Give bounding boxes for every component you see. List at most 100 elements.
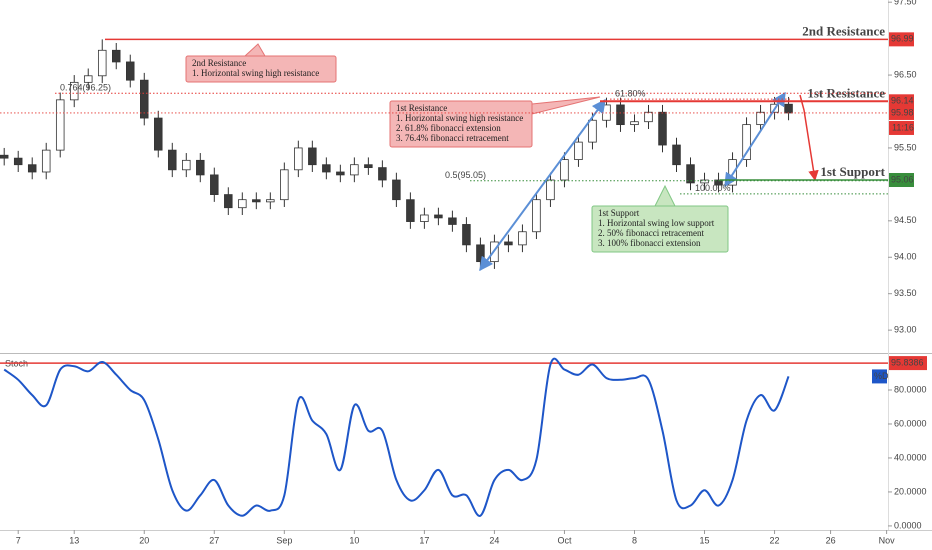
candle-body [728,159,737,186]
x-tick-label: 26 [826,535,836,545]
candle-body [83,75,93,83]
candle-body [112,49,121,63]
y-tick-label: 0.0000 [894,520,922,530]
x-tick-label: 15 [700,535,710,545]
callout-text: 1. Horizontal swing low support [598,218,715,228]
x-tick-label: 10 [349,535,359,545]
candle-body [672,144,681,166]
candle-body [406,199,415,222]
y-tick-label: 60.0000 [894,418,927,428]
candle-body [0,154,9,159]
candle-body [616,104,625,126]
level-label: 1st Support [820,164,885,179]
candle-body [224,194,233,209]
candle-body [504,241,513,246]
callout-text: 1. Horizontal swing high resistance [396,113,523,123]
x-tick-label: 27 [209,535,219,545]
x-tick-label: 8 [632,535,637,545]
series-tag [872,369,887,384]
x-tick-label: 17 [419,535,429,545]
callout-text: 2. 50% fibonacci retracement [598,228,704,238]
candle-body [140,79,149,119]
callout-text: 1. Horizontal swing high resistance [192,68,319,78]
candle-body [13,157,23,166]
y-tick-label: 80.0000 [894,384,927,394]
candle-body [420,214,429,222]
x-tick-label: Nov [879,535,896,545]
y-tick-label: 94.00 [894,252,917,262]
candle-body [210,174,219,195]
callout-pointer [243,43,266,57]
candle-body [574,141,583,161]
candle-body [714,179,723,186]
callout-text: 2. 61.8% fibonacci extension [396,123,501,133]
callout-pointer [654,184,676,207]
candle-body [41,149,51,173]
callout-text: 3. 76.4% fibonacci retracement [396,133,509,143]
candle-body [378,167,387,181]
y-tick-label: 40.0000 [894,452,927,462]
candle-body [294,147,303,171]
callout-pointer [531,96,601,115]
candle-body [322,164,331,173]
x-tick-label: 24 [489,535,499,545]
legend-label: %D [874,371,889,381]
price-tag [889,32,914,47]
candle-body [658,111,667,146]
candle-body [644,111,653,123]
candle-body [462,224,471,246]
candle-body [784,103,793,114]
fib-arrow [479,98,606,272]
y-tick-label: 93.00 [894,325,917,335]
fib-arrow [724,91,786,188]
candle-body [448,217,457,225]
overlay: 2nd Resistance 96.99 1st Resistance 96.14 1s… [105,23,914,272]
callout-box [389,100,533,148]
x-tick-label: 13 [69,535,79,545]
level-label: 2nd Resistance [802,23,885,38]
candle-body [252,199,261,203]
candle-body [392,179,401,201]
callout-text: 1st Support [598,208,640,218]
candle-body [69,81,79,101]
candle-body [350,164,359,176]
x-tick-label: 20 [139,535,149,545]
fib-label: 0.764(96.25) [60,83,111,93]
candle-body [126,61,135,81]
candle-body [532,199,541,233]
candle-body [588,119,597,143]
candle-body [434,214,443,219]
y-tick-label: 95.50 [894,142,917,152]
candle-body [476,244,485,263]
candle-body [546,179,555,201]
candle-body [196,159,205,176]
price-tag-label: 96.14 [891,96,914,106]
y-tick-label: 93.50 [894,288,917,298]
countdown-tag [889,120,914,135]
candle-body [364,164,373,169]
candle-body [518,231,527,246]
y-tick-label: 96.50 [894,69,917,79]
candle-body [97,49,107,77]
candle-body [182,159,191,171]
y-tick-label: 94.50 [894,215,917,225]
candle-body [27,164,37,173]
x-tick-label: 7 [16,535,21,545]
candle-body [756,111,765,126]
last-price-label: 95.98 [891,107,914,117]
candle-body [55,99,65,151]
callout-text: 3. 100% fibonacci extension [598,238,701,248]
fib-label: 0.5(95.05) [445,170,486,180]
candle-body [700,179,709,184]
y-tick-label: 97.50 [894,0,917,7]
candle-body [266,199,275,203]
price-tag-label: 95.06 [891,174,914,184]
x-tick-label: Oct [557,535,572,545]
price-tag [889,105,914,120]
candle-body [238,199,247,209]
candle-body [308,147,317,166]
price-tag [889,173,914,188]
direction-arrow [799,94,819,182]
